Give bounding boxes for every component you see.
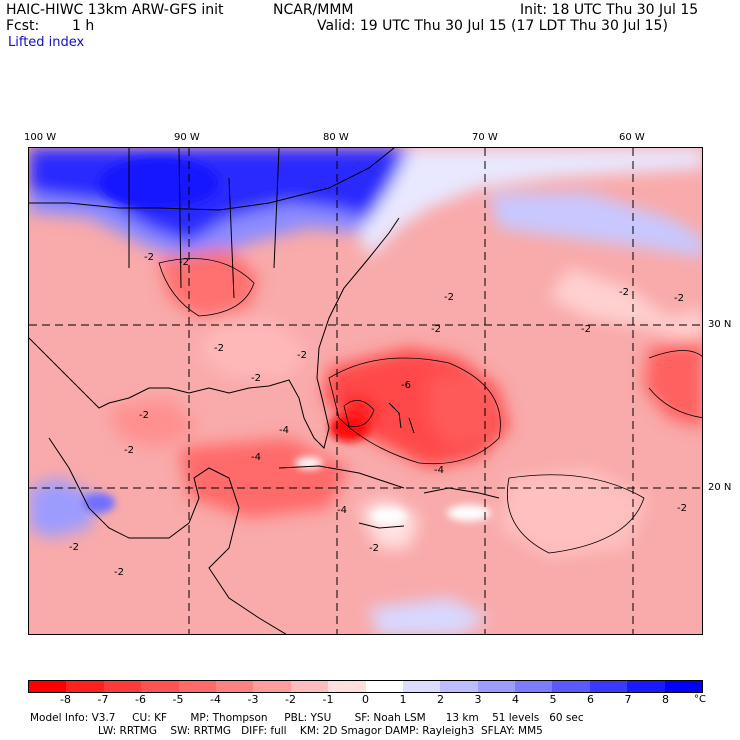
contour-label: -4 [251, 452, 261, 463]
contour-label: -2 [369, 543, 379, 554]
contour-label: -2 [677, 503, 687, 514]
contour-label: -2 [214, 343, 224, 354]
colorbar-swatch [440, 681, 478, 692]
contour-label: -6 [401, 380, 411, 391]
contour-label: -2 [444, 292, 454, 303]
colorbar-swatch [402, 681, 441, 692]
colorbar-tick-label: -4 [210, 693, 221, 706]
colorbar-swatch [29, 681, 67, 692]
colorbar-swatch [589, 681, 628, 692]
colorbar-tick-label: 7 [624, 693, 632, 706]
forecast-hour: 1 h [72, 18, 95, 34]
colorbar-swatch [627, 681, 665, 692]
contour-label: -4 [337, 505, 347, 516]
colorbar-tick-label: -8 [60, 693, 71, 706]
map-canvas: -2 -2 -2 -2 -2 -2 -2 -2 -2 -2 -2 -2 -2 -… [29, 148, 702, 634]
lon-label-80w: 80 W [323, 132, 349, 143]
colorbar-tick-label: 3 [474, 693, 482, 706]
colorbar-swatch [328, 681, 366, 692]
colorbar-swatch [178, 681, 216, 692]
colorbar-swatch [253, 681, 291, 692]
model-info-line2: LW: RRTMG SW: RRTMG DIFF: full KM: 2D Sm… [98, 725, 543, 737]
contour-label: -2 [139, 410, 149, 421]
colorbar-unit: °C [694, 694, 706, 705]
colorbar-swatch [552, 681, 590, 692]
colorbar-swatch [365, 681, 403, 692]
colorbar-tick-label: -3 [247, 693, 259, 706]
contour-label: -4 [279, 425, 289, 436]
lat-label-30n: 30 N [708, 319, 732, 330]
colorbar-swatch [515, 681, 553, 692]
init-time: Init: 18 UTC Thu 30 Jul 15 [520, 2, 699, 18]
contour-label: -2 [144, 252, 154, 263]
contour-label-group: -2 -2 -2 -2 -2 -2 -2 -2 -2 -2 -2 -2 -2 -… [69, 252, 687, 578]
colorbar-tick-label: -2 [285, 693, 296, 706]
lon-label-100w: 100 W [24, 132, 57, 143]
contour-label: -2 [581, 324, 591, 335]
colorbar-tick-label: 6 [587, 693, 594, 706]
center-name: NCAR/MMM [273, 2, 354, 18]
colorbar [28, 680, 703, 693]
model-title: HAIC-HIWC 13km ARW-GFS init [6, 2, 224, 18]
lat-label-20n: 20 N [708, 482, 732, 493]
lifted-index-map: -2 -2 -2 -2 -2 -2 -2 -2 -2 -2 -2 -2 -2 -… [28, 147, 703, 635]
colorbar-swatch [664, 681, 703, 692]
contour-label: -2 [619, 287, 629, 298]
colorbar-swatch [477, 681, 516, 692]
coastlines [29, 148, 500, 634]
contour-label: -2 [114, 567, 124, 578]
colorbar-tick-label: 1 [399, 693, 407, 706]
graticule [29, 148, 702, 634]
colorbar-swatch [66, 681, 104, 692]
colorbar-swatch [290, 681, 329, 692]
contour-label: -2 [251, 373, 261, 384]
colorbar-tick-label: 4 [512, 693, 519, 706]
colorbar-swatch [103, 681, 142, 692]
colorbar-tick-label: -7 [97, 693, 109, 706]
model-info-line1: Model Info: V3.7 CU: KF MP: Thompson PBL… [30, 712, 584, 724]
valid-time: Valid: 19 UTC Thu 30 Jul 15 (17 LDT Thu … [317, 18, 668, 34]
colorbar-tick-label: -5 [172, 693, 184, 706]
contour-label: -2 [179, 257, 189, 268]
contour-label: -2 [69, 542, 79, 553]
lon-label-90w: 90 W [174, 132, 200, 143]
contour-label: -4 [434, 465, 444, 476]
contour-label: -2 [297, 350, 307, 361]
contour-label: -2 [674, 293, 684, 304]
contour-lines [158, 258, 702, 554]
colorbar-tick-label: 2 [437, 693, 444, 706]
contour-label: -2 [124, 445, 134, 456]
lon-label-70w: 70 W [472, 132, 498, 143]
colorbar-swatch [141, 681, 179, 692]
colorbar-tick-label: -1 [322, 693, 334, 706]
contour-label: -2 [431, 324, 441, 335]
colorbar-tick-label: 0 [362, 693, 369, 706]
colorbar-tick-label: -6 [135, 693, 146, 706]
forecast-label: Fcst: [6, 18, 40, 34]
colorbar-tick-label: 8 [662, 693, 669, 706]
colorbar-swatch [215, 681, 254, 692]
colorbar-tick-label: 5 [549, 693, 557, 706]
field-name: Lifted index [8, 35, 85, 50]
lon-label-60w: 60 W [619, 132, 645, 143]
